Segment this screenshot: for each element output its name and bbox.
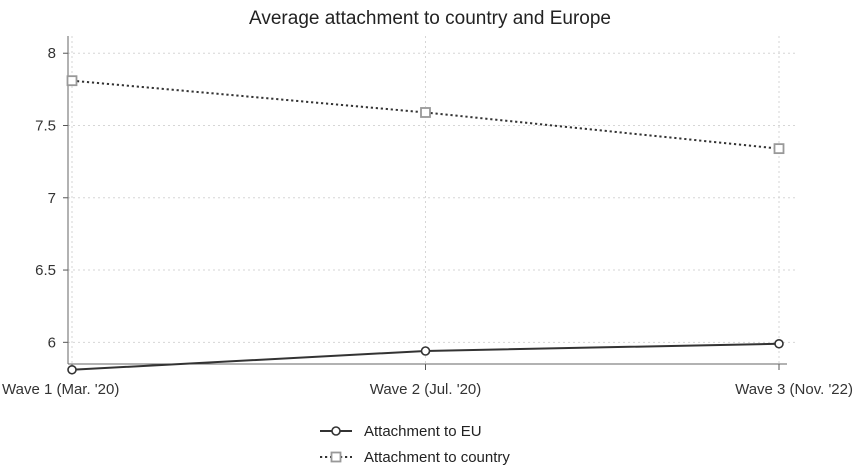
chart-title: Average attachment to country and Europe (249, 8, 611, 29)
data-point (420, 346, 431, 356)
data-point (420, 107, 431, 118)
series-attachment-to-country (66, 75, 785, 155)
legend-item: Attachment to country (320, 449, 510, 466)
x-tick-label: Wave 2 (Jul. '20) (370, 381, 482, 398)
y-tick-label: 7.5 (35, 118, 56, 135)
grid (68, 36, 797, 364)
legend-item: Attachment to EU (320, 423, 482, 440)
series-attachment-to-eu (67, 338, 784, 375)
data-point (774, 338, 784, 349)
legend-label: Attachment to EU (364, 423, 482, 440)
data-point (66, 75, 78, 87)
data-point (773, 143, 785, 155)
y-tick-label: 8 (48, 45, 56, 62)
legend-label: Attachment to country (364, 449, 510, 466)
y-tick-label: 7 (48, 190, 56, 207)
legend: Attachment to EU Attachment to country (320, 423, 510, 466)
axes: 6 6.5 7 7.5 8 Wave 1 (Mar. '20) Wave 2 (Jul. '… (2, 36, 853, 398)
x-tick-label: Wave 1 (Mar. '20) (2, 381, 119, 398)
data-point (67, 364, 77, 375)
series-line (71, 79, 780, 150)
y-tick-label: 6.5 (35, 262, 56, 279)
y-tick-label: 6 (48, 334, 56, 351)
x-tick-label: Wave 3 (Nov. '22) (735, 381, 853, 398)
series-layer (66, 75, 785, 375)
legend-swatch-marker (330, 451, 342, 463)
legend-swatch-marker (331, 426, 341, 436)
